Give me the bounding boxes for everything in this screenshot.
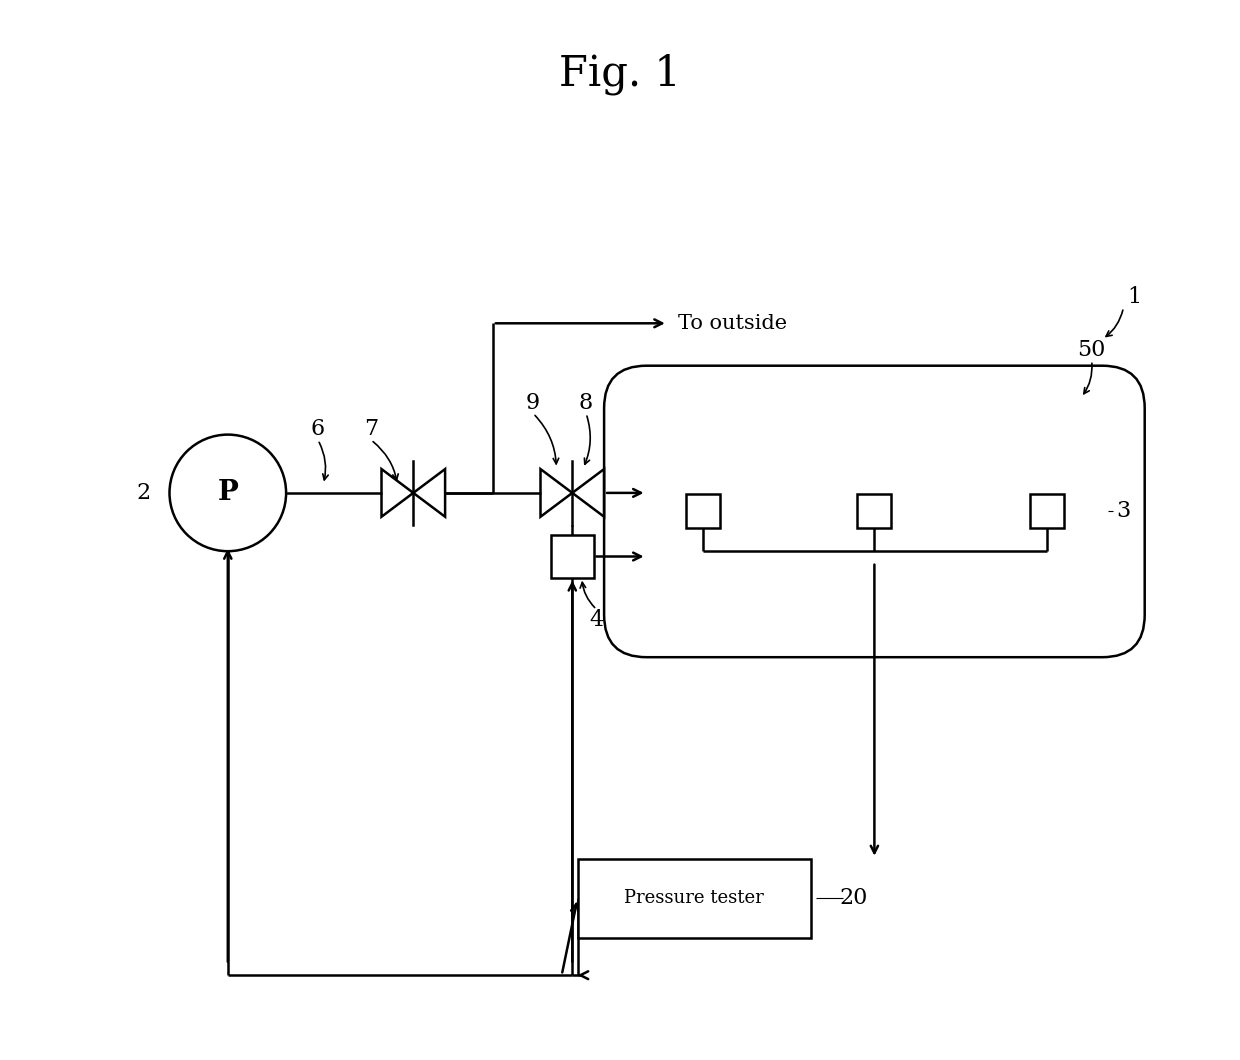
Text: P: P: [217, 479, 238, 507]
Text: 4: 4: [589, 610, 604, 631]
FancyBboxPatch shape: [604, 366, 1145, 657]
Bar: [578, 859, 811, 938]
Text: 1: 1: [1127, 286, 1141, 307]
Bar: [686, 494, 719, 528]
Text: Pressure tester: Pressure tester: [624, 889, 764, 907]
Text: 6: 6: [311, 419, 325, 440]
Text: 8: 8: [579, 392, 593, 413]
Text: 7: 7: [363, 419, 378, 440]
Text: 20: 20: [839, 887, 868, 909]
Bar: [551, 535, 594, 578]
Text: 9: 9: [526, 392, 541, 413]
Text: 50: 50: [1078, 339, 1106, 360]
Bar: [1030, 494, 1064, 528]
Text: 2: 2: [136, 482, 150, 504]
Text: Fig. 1: Fig. 1: [559, 53, 681, 95]
Text: To outside: To outside: [678, 314, 787, 333]
Bar: [857, 494, 892, 528]
Text: 3: 3: [1116, 500, 1131, 523]
